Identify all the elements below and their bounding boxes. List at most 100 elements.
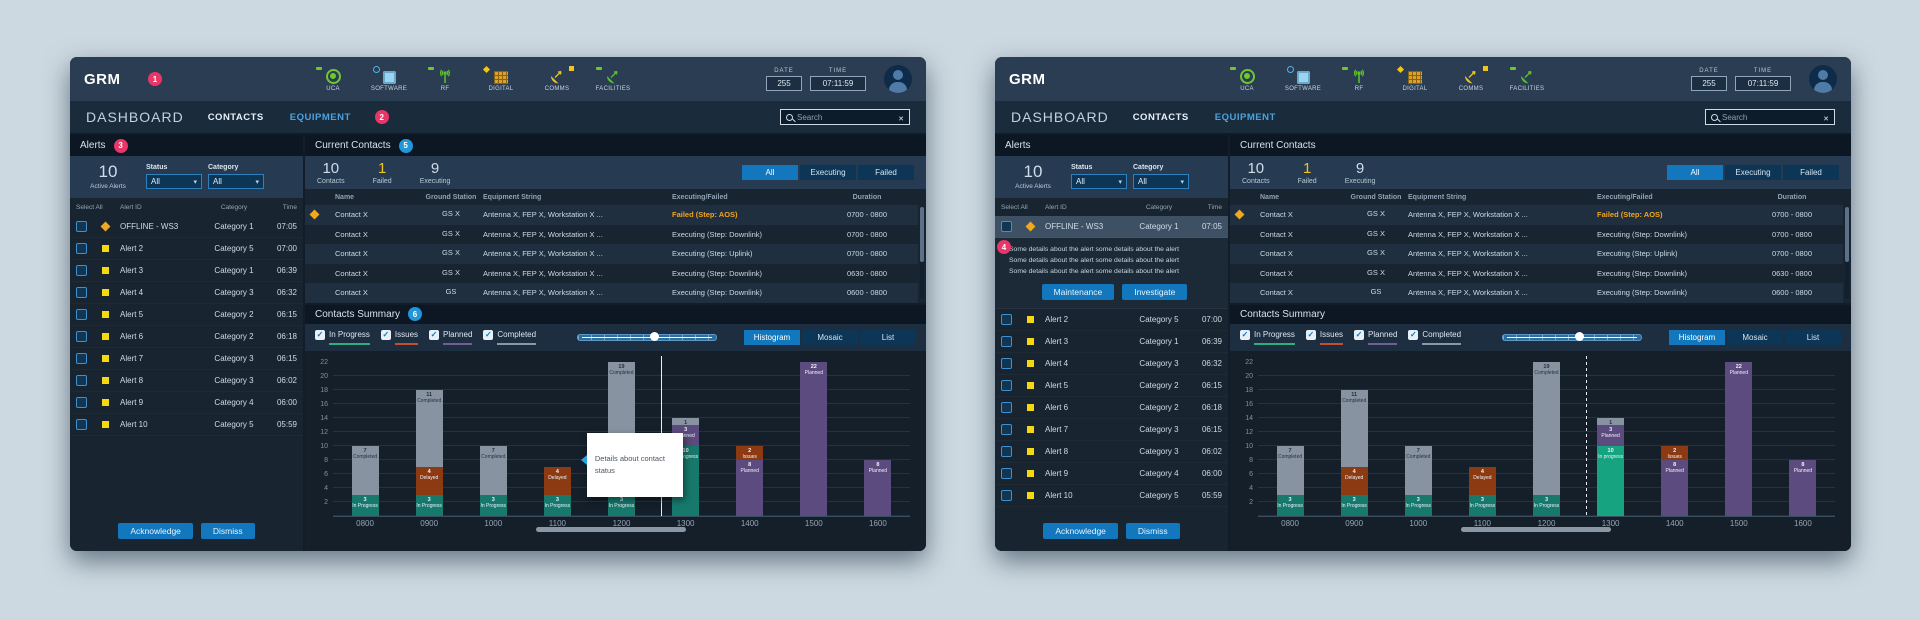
checkbox-checked-icon[interactable]: [1305, 329, 1316, 340]
row-checkbox[interactable]: [1001, 490, 1012, 501]
chart-bar[interactable]: 8 Planned 2 Issues: [1661, 445, 1689, 516]
chart-bar-segment[interactable]: 4 Delayed: [415, 466, 443, 495]
alert-row[interactable]: Alert 3 Category 1 06:39: [70, 260, 303, 282]
contacts-filter-button[interactable]: Executing: [800, 165, 856, 180]
row-checkbox[interactable]: [1001, 424, 1012, 435]
alerts-action-button[interactable]: Dismiss: [1125, 523, 1180, 539]
chart-bar[interactable]: 3 In Progress 4 Delayed: [1468, 466, 1496, 516]
chart-bar-segment[interactable]: 7 Completed: [351, 445, 379, 495]
status-icon[interactable]: FACILITIES: [1504, 66, 1550, 92]
alert-row[interactable]: Alert 7 Category 3 06:15: [995, 419, 1228, 441]
chart-horizontal-scrollbar[interactable]: [1460, 526, 1611, 532]
contact-row[interactable]: Contact X GS Antenna X, FEP X, Workstati…: [1230, 283, 1843, 303]
contact-row[interactable]: Contact X GS X Antenna X, FEP X, Worksta…: [305, 244, 918, 264]
row-checkbox[interactable]: [76, 243, 87, 254]
chart-bar-segment[interactable]: 4 Delayed: [1340, 466, 1368, 495]
alert-row[interactable]: Alert 5 Category 2 06:15: [70, 304, 303, 326]
user-avatar[interactable]: [1809, 65, 1837, 93]
alert-row[interactable]: Alert 2 Category 5 07:00: [70, 238, 303, 260]
nav-tab[interactable]: CONTACTS: [1132, 111, 1189, 123]
row-checkbox[interactable]: [76, 397, 87, 408]
chart-bar-segment[interactable]: 3 In Progress: [479, 494, 507, 516]
contact-row[interactable]: Contact X GS X Antenna X, FEP X, Worksta…: [305, 264, 918, 284]
chart-bar[interactable]: 8 Planned 2 Issues: [736, 445, 764, 516]
user-avatar[interactable]: [884, 65, 912, 93]
alert-row[interactable]: Alert 6 Category 2 06:18: [995, 397, 1228, 419]
row-checkbox[interactable]: [76, 375, 87, 386]
checkbox-checked-icon[interactable]: [1408, 329, 1419, 340]
row-checkbox[interactable]: [1001, 468, 1012, 479]
zoom-slider[interactable]: [1502, 331, 1642, 343]
chart-bar-segment[interactable]: 4 Delayed: [1468, 466, 1496, 495]
nav-tab[interactable]: CONTACTS: [207, 111, 264, 123]
chart-bar[interactable]: 8 Planned: [1789, 459, 1817, 516]
chart-bar[interactable]: 10 In progress 3 Planned 1: [1597, 417, 1625, 516]
chart-bar-segment[interactable]: 3 In Progress: [351, 494, 379, 516]
legend-item[interactable]: Planned: [1354, 329, 1398, 345]
alert-action-button[interactable]: Investigate: [1122, 284, 1188, 300]
table-scrollbar[interactable]: [1845, 207, 1849, 299]
chart-bar-segment[interactable]: 2 Issues: [736, 445, 764, 460]
search-input[interactable]: [797, 112, 895, 122]
chart-bar[interactable]: 3 In Progress 4 Delayed 11: [415, 389, 443, 516]
legend-item[interactable]: Completed: [1408, 329, 1462, 345]
chart-bar-segment[interactable]: 1 Completed: [672, 417, 700, 425]
table-scrollbar[interactable]: [920, 207, 924, 299]
tab-dashboard[interactable]: DASHBOARD: [1011, 109, 1109, 125]
chart-bar-segment[interactable]: 22 Planned: [800, 361, 828, 516]
row-checkbox[interactable]: [1001, 380, 1012, 391]
alert-row[interactable]: Alert 6 Category 2 06:18: [70, 326, 303, 348]
chart-bar-segment[interactable]: 7 Completed: [479, 445, 507, 495]
checkbox-checked-icon[interactable]: [1240, 329, 1250, 340]
contacts-filter-button[interactable]: Failed: [1783, 165, 1839, 180]
chart-bar-segment[interactable]: 3 Planned: [1597, 424, 1625, 446]
view-toggle-button[interactable]: List: [860, 329, 916, 345]
alert-row[interactable]: Alert 8 Category 3 06:02: [995, 441, 1228, 463]
legend-item[interactable]: Issues: [1305, 329, 1344, 345]
nav-tab[interactable]: EQUIPMENT: [1214, 111, 1276, 123]
chart-bar-segment[interactable]: 4 Delayed: [543, 466, 571, 495]
status-icon[interactable]: COMMS: [534, 65, 580, 92]
chart-bar-segment[interactable]: 3 In Progress: [1276, 494, 1304, 516]
view-toggle-button[interactable]: Histogram: [1669, 329, 1725, 345]
status-icon[interactable]: DIGITAL: [1392, 67, 1438, 92]
chart-bar-segment[interactable]: 8 Planned: [1789, 459, 1817, 516]
alert-row[interactable]: Alert 3 Category 1 06:39: [995, 331, 1228, 353]
checkbox-checked-icon[interactable]: [483, 329, 494, 340]
status-icon[interactable]: UCA: [1224, 66, 1270, 92]
date-value[interactable]: 255: [766, 75, 802, 91]
chart-bar[interactable]: 3 In Progress 19 Completed: [1532, 361, 1560, 516]
view-toggle-button[interactable]: Mosaic: [1727, 329, 1783, 345]
chart-bar-segment[interactable]: 22 Planned: [1725, 361, 1753, 516]
checkbox-checked-icon[interactable]: [1354, 329, 1365, 340]
chart-bar-segment[interactable]: 8 Planned: [736, 459, 764, 516]
contact-row[interactable]: Contact X GS X Antenna X, FEP X, Worksta…: [305, 205, 918, 225]
contact-row[interactable]: Contact X GS Antenna X, FEP X, Workstati…: [305, 283, 918, 303]
slider-track[interactable]: [577, 333, 717, 341]
zoom-slider[interactable]: [577, 331, 717, 343]
legend-item[interactable]: In Progress: [315, 329, 370, 345]
search-input[interactable]: [1722, 112, 1820, 122]
col-select-all[interactable]: Select All: [1001, 203, 1028, 211]
alert-action-button[interactable]: Maintenance: [1041, 284, 1115, 300]
chart-bar-segment[interactable]: 3 In Progress: [1340, 494, 1368, 516]
contact-row[interactable]: Contact X GS X Antenna X, FEP X, Worksta…: [1230, 225, 1843, 245]
alert-row[interactable]: Alert 9 Category 4 06:00: [995, 463, 1228, 485]
chart-bar-segment[interactable]: 3 In Progress: [415, 494, 443, 516]
status-icon[interactable]: FACILITIES: [590, 66, 636, 92]
alert-row[interactable]: Alert 10 Category 5 05:59: [70, 414, 303, 436]
alert-row[interactable]: Alert 10 Category 5 05:59: [995, 485, 1228, 507]
alert-row[interactable]: Alert 5 Category 2 06:15: [995, 375, 1228, 397]
view-toggle-button[interactable]: Mosaic: [802, 329, 858, 345]
chart-bar[interactable]: 22 Planned: [800, 361, 828, 516]
row-checkbox[interactable]: [1001, 314, 1012, 325]
chart-horizontal-scrollbar[interactable]: [535, 526, 686, 532]
status-icon[interactable]: RF: [422, 66, 468, 92]
row-checkbox[interactable]: [76, 221, 87, 232]
contacts-filter-button[interactable]: Failed: [858, 165, 914, 180]
chart-bar-segment[interactable]: 3 In Progress: [1532, 494, 1560, 516]
close-icon[interactable]: [1823, 108, 1829, 126]
contact-row[interactable]: Contact X GS X Antenna X, FEP X, Worksta…: [305, 225, 918, 245]
chart-bar-segment[interactable]: 7 Completed: [1404, 445, 1432, 495]
chart-bar[interactable]: 8 Planned: [864, 459, 892, 516]
